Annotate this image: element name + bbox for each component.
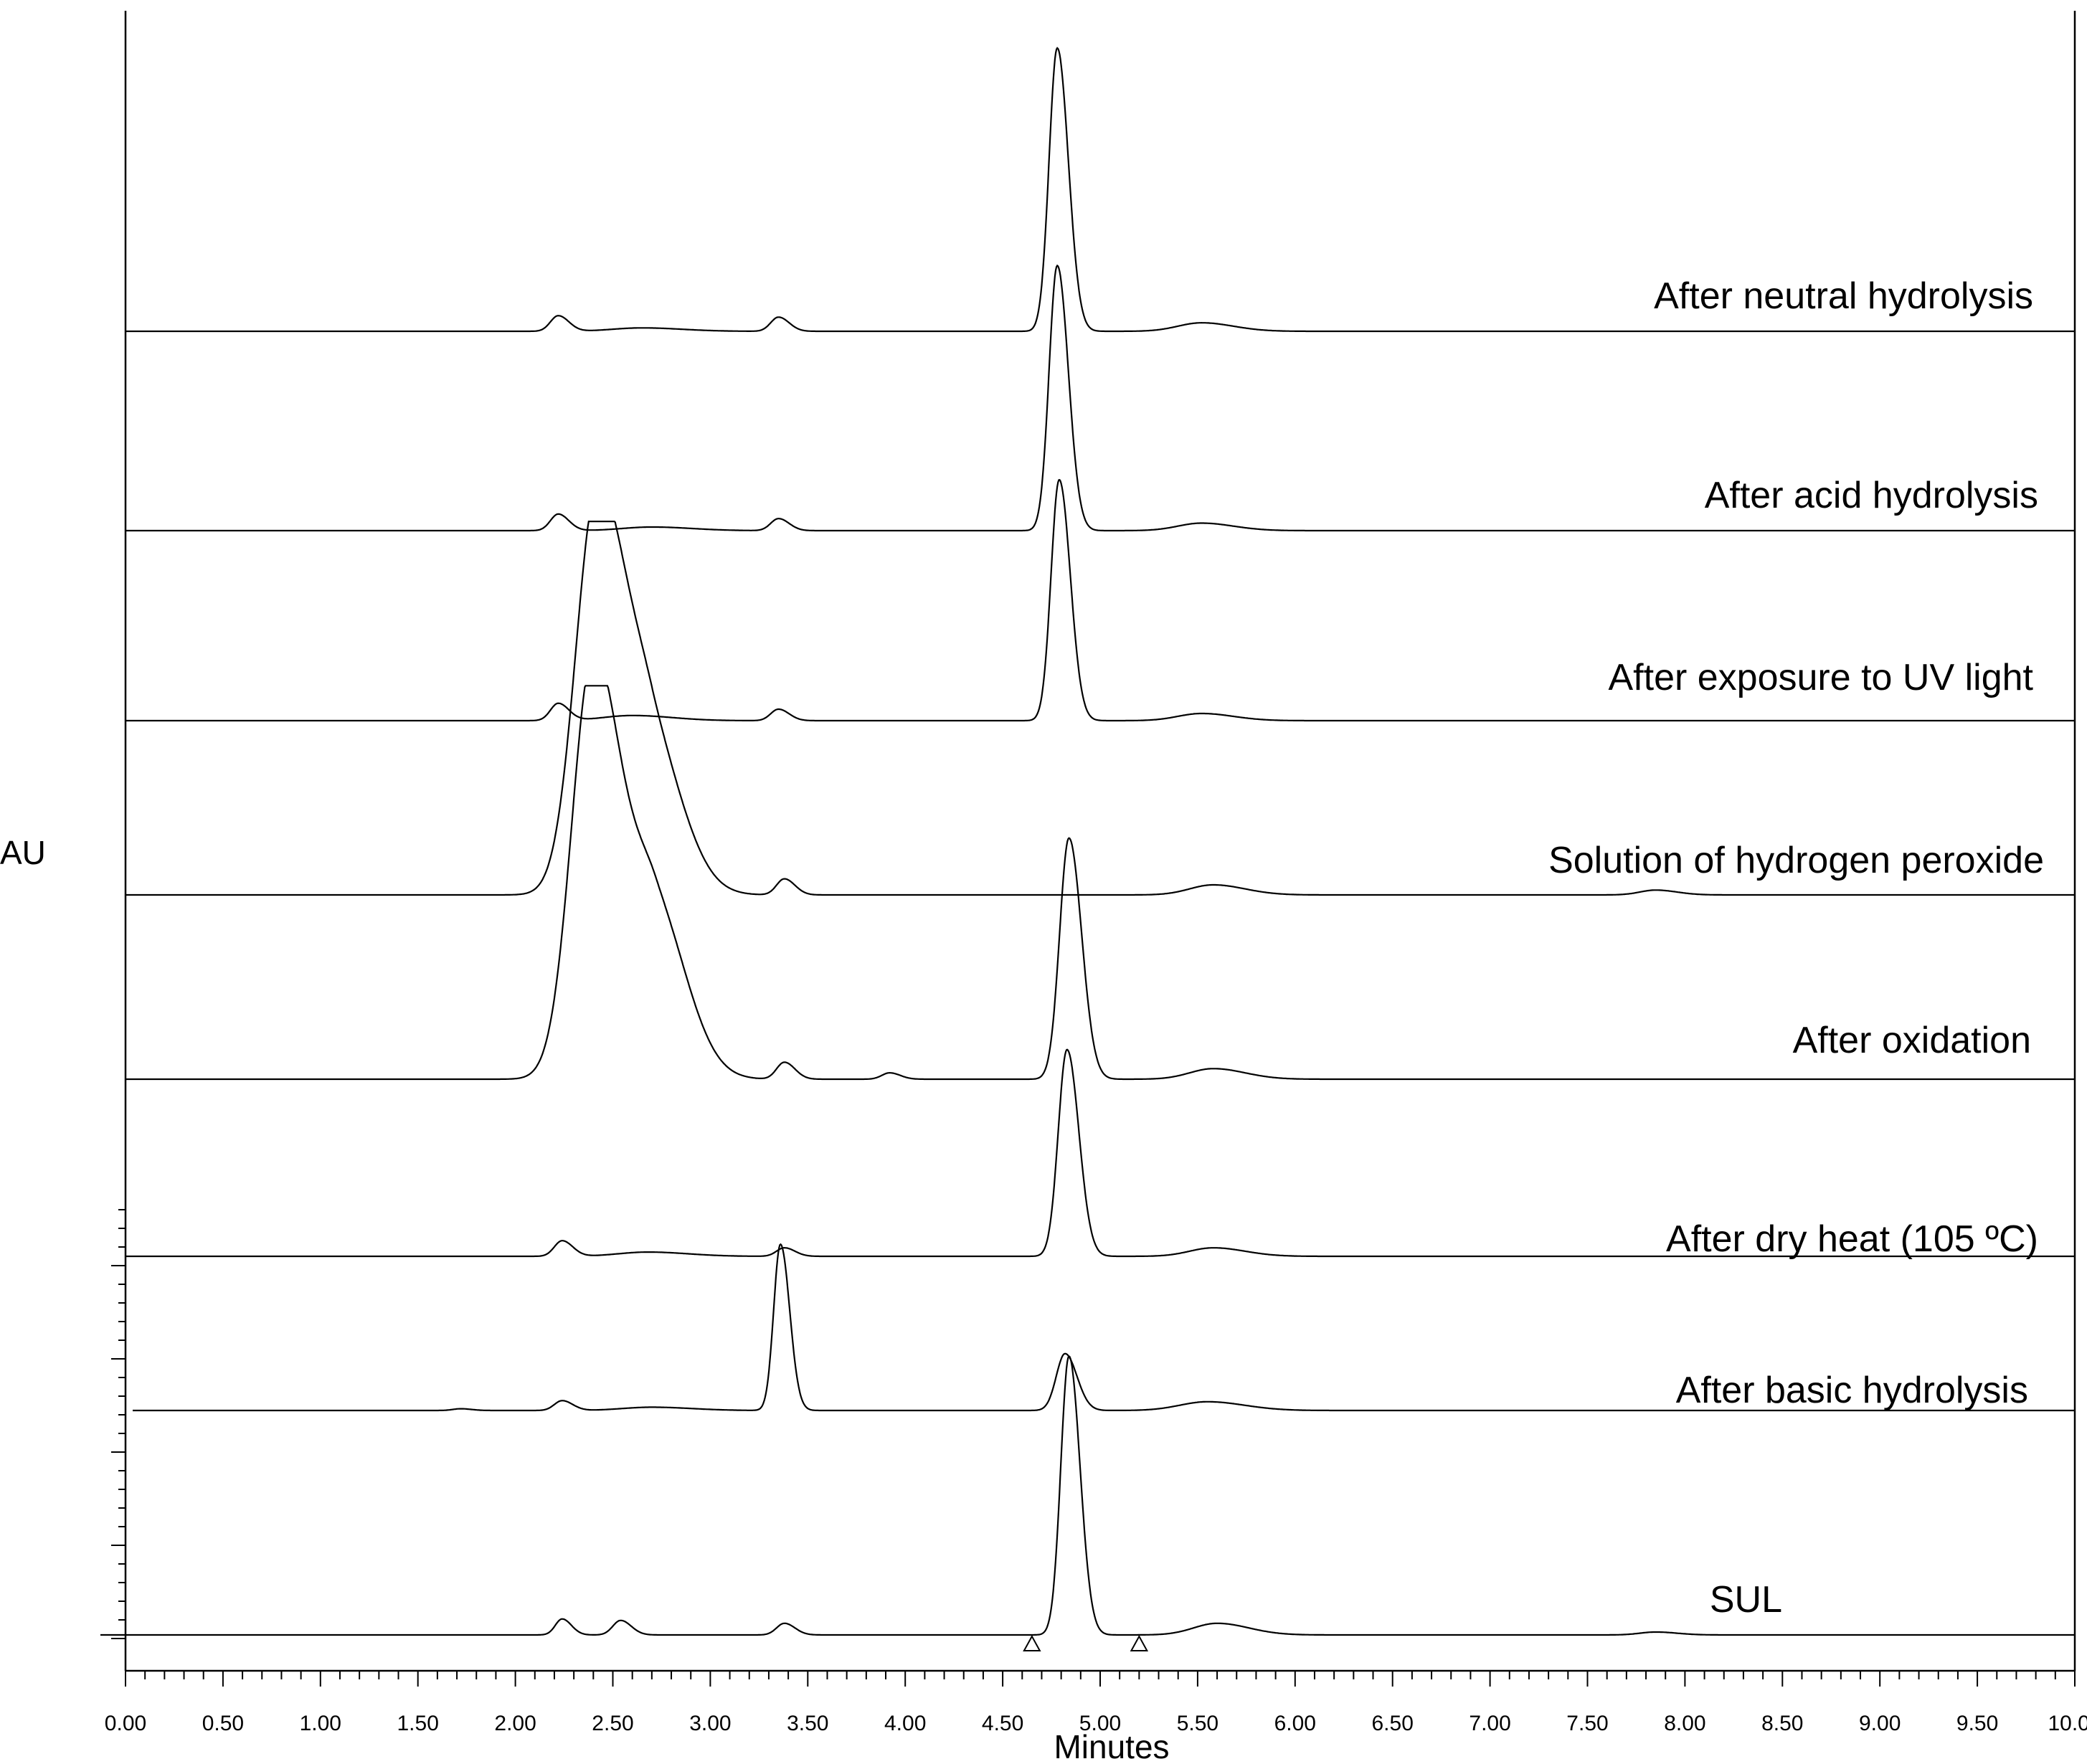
trace-line-6 <box>126 1048 2075 1258</box>
trace-line-3 <box>126 478 2075 722</box>
x-axis-label: Minutes <box>1054 1728 1169 1764</box>
x-tick-label: 10.00 <box>2048 1712 2087 1735</box>
x-tick-label: 2.50 <box>592 1712 633 1735</box>
y-axis-ticks <box>111 1209 126 1639</box>
trace-line-4 <box>126 521 2075 896</box>
x-tick-label: 7.00 <box>1469 1712 1510 1735</box>
trace-line-5 <box>126 685 2075 1081</box>
x-tick-label: 7.50 <box>1566 1712 1608 1735</box>
x-tick-label: 1.00 <box>300 1712 341 1735</box>
trace-label-5: After oxidation <box>1793 1020 2031 1061</box>
x-tick-label: 5.00 <box>1079 1712 1121 1735</box>
x-tick-label: 4.50 <box>982 1712 1023 1735</box>
x-tick-label: 6.00 <box>1274 1712 1316 1735</box>
x-tick-label: 5.50 <box>1177 1712 1218 1735</box>
x-tick-label: 9.50 <box>1956 1712 1998 1735</box>
x-tick-label: 4.00 <box>884 1712 926 1735</box>
trace-label-2: After acid hydrolysis <box>1705 475 2038 516</box>
x-tick-label: 1.50 <box>397 1712 439 1735</box>
trace-line-1 <box>126 47 2075 333</box>
trace-line-8 <box>100 1355 2075 1636</box>
trace-labels: After neutral hydrolysis After acid hydro… <box>1548 275 2044 1621</box>
x-axis-tick-labels: 0.00 0.50 1.00 1.50 2.00 2.50 3.00 3.50 4.00 4.50… <box>105 1712 2087 1735</box>
integration-markers <box>1023 1634 1149 1651</box>
x-tick-label: 0.50 <box>202 1712 244 1735</box>
x-tick-label: 8.50 <box>1761 1712 1803 1735</box>
trace-label-6: After dry heat (105 ºC) <box>1666 1218 2038 1260</box>
x-tick-label: 3.50 <box>787 1712 828 1735</box>
x-tick-label: 2.00 <box>494 1712 536 1735</box>
trace-label-4: Solution of hydrogen peroxide <box>1548 840 2044 881</box>
x-tick-label: 8.00 <box>1664 1712 1705 1735</box>
trace-label-1: After neutral hydrolysis <box>1654 275 2033 317</box>
trace-label-3: After exposure to UV light <box>1608 657 2033 698</box>
trace-line-7 <box>133 1243 2075 1412</box>
integration-marker <box>1130 1634 1149 1651</box>
x-tick-label: 6.50 <box>1372 1712 1414 1735</box>
trace-label-8: SUL <box>1710 1579 1782 1621</box>
y-axis-label: AU <box>0 834 46 871</box>
x-axis-ticks <box>125 1671 2076 1687</box>
trace-label-7: After basic hydrolysis <box>1676 1370 2028 1411</box>
chromatogram-traces <box>100 47 2075 1636</box>
x-tick-label: 3.00 <box>689 1712 731 1735</box>
integration-marker <box>1023 1634 1041 1651</box>
x-tick-label: 0.00 <box>105 1712 146 1735</box>
trace-line-2 <box>126 264 2075 532</box>
x-tick-label: 9.00 <box>1859 1712 1901 1735</box>
